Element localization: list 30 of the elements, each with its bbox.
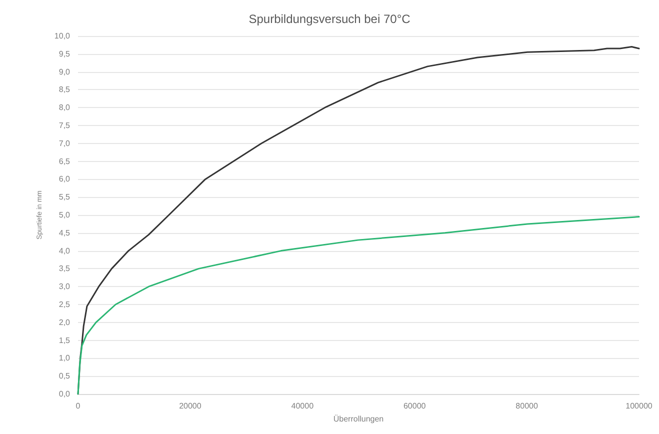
y-tick-label: 2,5: [58, 300, 71, 309]
y-tick-label: 0,0: [58, 390, 71, 398]
y-tick-label: 7,5: [58, 121, 71, 130]
line-series: [77, 216, 640, 395]
y-tick-label: 0,5: [58, 372, 71, 381]
x-tick-label: 20000: [179, 402, 202, 410]
x-tick-label: 100000: [626, 402, 653, 410]
y-tick-label: 4,5: [58, 228, 71, 238]
y-tick-label: 3,0: [58, 282, 71, 292]
y-tick-label: 9,5: [58, 49, 71, 58]
y-tick-label: 4,0: [58, 246, 71, 256]
y-tick-label: 5,0: [58, 210, 71, 220]
y-tick-label: 10,0: [54, 32, 71, 40]
y-tick-label: 2,0: [58, 318, 71, 327]
y-tick-label: 3,5: [58, 264, 71, 274]
x-tick-label: 80000: [516, 402, 538, 410]
x-axis-title: Überrollungen: [333, 414, 384, 424]
y-tick-label: 1,5: [58, 336, 71, 345]
y-tick-label: 1,0: [58, 354, 71, 363]
y-tick-label: 6,5: [58, 156, 71, 166]
y-tick-label: 5,5: [58, 192, 71, 202]
chart-title: Spurbildungsversuch bei 70°C: [248, 12, 411, 26]
y-tick-label: 6,0: [58, 174, 71, 184]
y-tick-label: 9,0: [58, 67, 71, 76]
x-tick-label: 0: [76, 402, 81, 410]
y-tick-label: 8,0: [58, 103, 71, 112]
y-tick-label: 8,5: [58, 85, 71, 94]
x-tick-label: 60000: [403, 402, 426, 410]
x-tick-label: 40000: [291, 402, 314, 410]
y-tick-label: 7,0: [58, 138, 71, 148]
